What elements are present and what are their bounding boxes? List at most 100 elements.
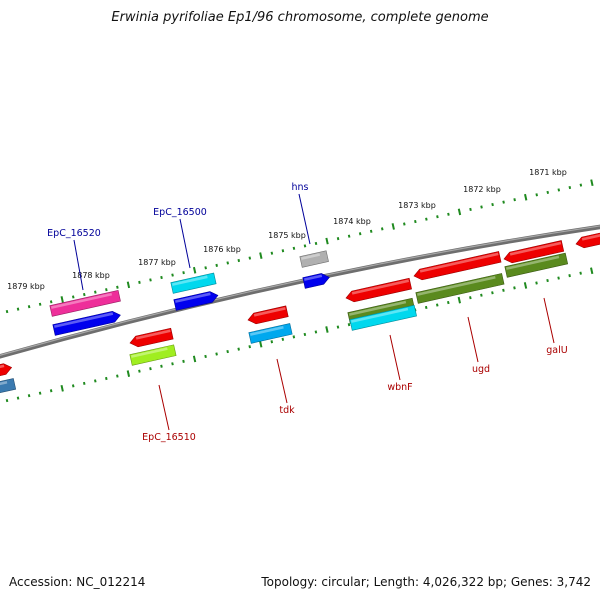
chromosome-backbone [0, 224, 600, 359]
scale-tick [215, 352, 218, 356]
map-title: Erwinia pyrifoliae Ep1/96 chromosome, co… [111, 10, 489, 25]
scale-tick [71, 295, 75, 299]
scale-tick [524, 193, 528, 201]
gene-feature[interactable] [299, 250, 329, 268]
scale-tick [71, 384, 75, 388]
scale-tick [513, 286, 516, 290]
gene-feature[interactable] [129, 327, 174, 348]
scale-tick [380, 227, 384, 231]
gene-label[interactable]: hns [292, 182, 309, 193]
scale-tick [281, 249, 285, 253]
scale-tick [325, 326, 329, 333]
scale-tick [447, 300, 450, 305]
scale-tick [325, 237, 329, 245]
scale-tick [403, 222, 406, 226]
scale-tick [535, 193, 539, 197]
gene-feature[interactable] [349, 304, 417, 331]
scale-tick [491, 291, 494, 295]
scale-tick [579, 271, 582, 275]
scale-tick [435, 303, 439, 307]
accession-text: Accession: NC_012214 [9, 575, 146, 589]
gene-feature[interactable] [575, 231, 600, 249]
scale-tick [292, 335, 296, 339]
scale-tick [237, 258, 241, 263]
gene-label-leader [389, 334, 401, 381]
gene-feature[interactable] [415, 273, 505, 304]
scale-tick [259, 252, 263, 259]
scale-label: 1878 kbp [72, 271, 110, 280]
gene-feature[interactable] [302, 272, 331, 289]
gene-label[interactable]: wbnF [387, 382, 412, 393]
scale-tick [27, 394, 31, 398]
gene-label[interactable]: ugd [472, 364, 490, 375]
scale-tick [138, 369, 141, 373]
gene-feature[interactable] [49, 290, 121, 317]
scale-tick [16, 307, 20, 311]
scale-tick [457, 208, 462, 216]
scale-tick [469, 207, 472, 212]
scale-tick [303, 244, 307, 248]
scale-tick [546, 278, 549, 283]
scale-tick [16, 396, 20, 400]
scale-tick [425, 217, 428, 221]
scale-tick [83, 292, 86, 297]
scale-label: 1873 kbp [398, 201, 436, 210]
scale-tick [149, 278, 152, 282]
gene-features [0, 231, 600, 394]
gene-feature[interactable] [170, 272, 217, 294]
gene-feature[interactable] [0, 362, 13, 377]
gene-feature[interactable] [345, 277, 412, 303]
scale-tick [590, 267, 594, 275]
gene-feature[interactable] [52, 310, 122, 336]
scale-label: 1872 kbp [463, 185, 501, 194]
gene-label[interactable]: EpC_16500 [153, 207, 207, 218]
scale-tick [513, 198, 516, 202]
gene-label-leader [73, 239, 84, 291]
scale-tick [546, 190, 550, 194]
scale-tick [38, 391, 42, 395]
gene-label[interactable]: EpC_16510 [142, 432, 196, 443]
scale-tick [192, 355, 197, 363]
gene-feature[interactable] [173, 290, 219, 311]
scale-tick [414, 219, 417, 224]
gene-label[interactable]: EpC_16520 [47, 228, 101, 239]
gene-feature[interactable] [503, 240, 565, 265]
scale-tick [270, 251, 274, 255]
scale-tick [204, 266, 207, 270]
scale-tick [259, 340, 263, 348]
gene-feature[interactable] [0, 378, 17, 394]
scale-tick [303, 332, 307, 337]
scale-tick [149, 367, 152, 371]
scale-tick [5, 309, 9, 314]
scale-tick [579, 183, 583, 187]
scale-tick [116, 374, 119, 378]
scale-tick [49, 389, 53, 393]
gene-feature[interactable] [248, 323, 293, 344]
scale-tick [292, 246, 296, 250]
gene-label-leader [543, 297, 555, 344]
gene-label-leader [158, 384, 170, 431]
gene-feature[interactable] [413, 251, 502, 281]
scale-label: 1871 kbp [529, 168, 567, 177]
gene-label-leader [276, 358, 288, 404]
gene-feature[interactable] [504, 252, 569, 278]
scale-tick [436, 215, 439, 219]
scale-tick [347, 234, 351, 238]
scale-tick [82, 381, 86, 385]
scale-tick [314, 241, 318, 246]
gene-label[interactable]: tdk [279, 405, 295, 416]
gene-label-leader [298, 193, 311, 245]
gene-label[interactable]: galU [546, 345, 567, 356]
scale-tick [5, 398, 9, 403]
scale-label: 1874 kbp [333, 217, 371, 226]
scale-tick [94, 290, 97, 294]
gene-label-leader [179, 218, 191, 269]
gene-feature[interactable] [247, 305, 289, 325]
scale-tick [424, 305, 428, 310]
scale-tick [160, 364, 163, 368]
scale-tick [336, 237, 340, 241]
gene-label-leader [467, 316, 479, 363]
scale-tick [105, 376, 108, 381]
gene-feature[interactable] [129, 344, 177, 366]
